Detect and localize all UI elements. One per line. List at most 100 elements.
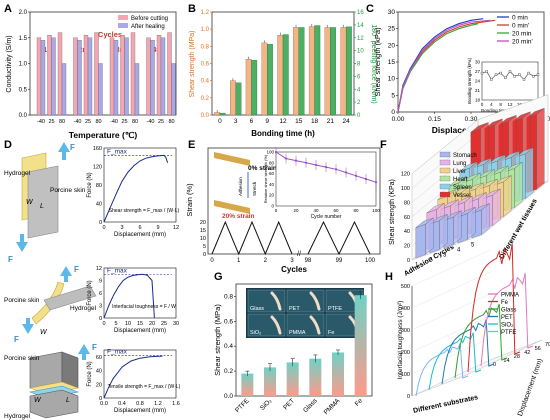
c-ytick-label: 25 bbox=[388, 26, 396, 33]
d-fmax-label: F_max bbox=[107, 148, 128, 155]
h-legend-label: PTFE bbox=[501, 330, 516, 336]
d-ytick-label: 3 bbox=[99, 304, 102, 310]
d-xtick-label: 0.4 bbox=[118, 401, 126, 407]
porcine-label-3: Porcine skin bbox=[4, 355, 40, 362]
c-series-line bbox=[397, 23, 479, 113]
a-xtick-label: -40 bbox=[37, 119, 45, 125]
d-fmax-label: F_max bbox=[107, 267, 128, 274]
force-arrow-down-1 bbox=[16, 234, 28, 252]
f-bar-front bbox=[415, 223, 426, 259]
b-bar-shear bbox=[293, 27, 299, 116]
panel-g-ylabel: Shear strength (MPa) bbox=[213, 304, 222, 376]
d-plot-frame bbox=[103, 147, 177, 223]
h-ytick-label: 500 bbox=[401, 284, 410, 290]
c-ytick-label: 0 bbox=[391, 109, 395, 116]
h-legend-label: Glass bbox=[501, 308, 516, 314]
f-bar-top bbox=[470, 122, 489, 133]
d-ytick-label: 0 bbox=[99, 396, 102, 402]
e-ytick-label: 10 bbox=[200, 236, 206, 242]
b-xtick-label: 12 bbox=[279, 118, 287, 125]
d-xtick-label: 20 bbox=[149, 321, 155, 327]
e-inset-point bbox=[294, 159, 298, 162]
b-xtick-label: 15 bbox=[295, 118, 303, 125]
d-formula: Interfacial toughness = F / W bbox=[112, 304, 176, 310]
d-xtick-label: 6 bbox=[138, 225, 141, 231]
f-bar-top bbox=[415, 217, 434, 228]
c-inset-ytick: 21 bbox=[475, 88, 481, 93]
g-photo-label: PMMA bbox=[289, 330, 306, 336]
e-inset-point bbox=[354, 174, 358, 177]
g-photo-label: PET bbox=[289, 306, 300, 312]
d-plot-frame bbox=[103, 349, 177, 399]
c-inset-point bbox=[522, 78, 526, 81]
stretch-label: Stretch bbox=[252, 181, 257, 196]
b-bar-shear bbox=[308, 26, 315, 116]
e-inset-xtick: 20 bbox=[293, 208, 299, 213]
e-inset-xtick: 60 bbox=[333, 208, 339, 213]
d-xtick-label: 9 bbox=[156, 225, 159, 231]
h-xtick-label: 14 bbox=[503, 358, 509, 364]
e-inset-frame bbox=[275, 151, 377, 207]
h-xtick-label: 0 bbox=[493, 362, 496, 368]
a-legend-label: After healing bbox=[131, 24, 165, 30]
b-xtick-label: 0 bbox=[218, 118, 222, 125]
f-ytick-label: 0 bbox=[407, 258, 410, 264]
c-inset-xtick: 4 bbox=[490, 102, 493, 107]
g-photo-label: PTFE bbox=[328, 306, 342, 312]
f-bar-top bbox=[501, 150, 520, 161]
e-inset-xtick: 100 bbox=[372, 208, 380, 213]
h-legend-label: SiO₂ bbox=[501, 323, 514, 329]
c-inset-point bbox=[494, 73, 498, 76]
e-xtick-label: 1 bbox=[237, 258, 241, 264]
e-inset-point bbox=[334, 168, 338, 171]
g-xtick-label: Glass bbox=[302, 397, 319, 414]
g-bar bbox=[264, 367, 276, 396]
b-xtick-label: 21 bbox=[327, 118, 335, 125]
f-legend-swatch bbox=[439, 159, 451, 166]
f-ytick-label: 80 bbox=[404, 200, 410, 206]
d-xlabel: Displacement (mm) bbox=[114, 232, 166, 238]
c-inset-ytick: 24 bbox=[475, 79, 481, 84]
e-inset-ytick: 40 bbox=[269, 182, 275, 187]
panel-a-chart: Conductivity (S/m) Temperature (℃) Cycle… bbox=[6, 10, 177, 140]
g-photo-label: Glass bbox=[250, 306, 264, 312]
strain-schematic: 0% strain 20% strain Adhesion Stretch bbox=[214, 152, 277, 220]
d-ytick-label: 80 bbox=[96, 183, 102, 189]
f-label-2: F bbox=[8, 255, 13, 264]
f-ytick-label: 40 bbox=[404, 229, 410, 235]
e-inset-xtick: 80 bbox=[353, 208, 359, 213]
a-bar-after bbox=[150, 40, 155, 116]
f-legend-swatch bbox=[439, 175, 451, 182]
d-xtick-label: 10 bbox=[125, 321, 131, 327]
a-bar-before bbox=[83, 35, 89, 116]
f-label-4: F bbox=[14, 335, 19, 344]
e-inset-point bbox=[344, 171, 348, 174]
c-ytick-label: 20 bbox=[388, 42, 396, 49]
peel-schematic: Porcine skin Hydrogel W F F bbox=[4, 265, 97, 344]
b-ytick-right-label: 8 bbox=[357, 62, 361, 68]
g-xtick-label: PTFE bbox=[234, 397, 251, 414]
e-xtick-label: 3 bbox=[290, 258, 294, 264]
f-bar-top bbox=[493, 175, 512, 186]
force-arrow-down-2 bbox=[22, 318, 34, 334]
g-xtick-label: PMMA bbox=[323, 397, 342, 416]
b-ytick-left-label: 0.6 bbox=[201, 62, 210, 68]
c-series-line bbox=[397, 19, 491, 113]
panel-b-chart: Shear strength (MPa) 180° peeling force … bbox=[189, 10, 378, 138]
h-series-line bbox=[428, 332, 482, 391]
c-inset-point bbox=[532, 75, 535, 78]
f-cycle-label: 5 bbox=[471, 243, 475, 249]
d-xtick-label: 1.2 bbox=[154, 401, 162, 407]
a-ytick-label: 0.0 bbox=[19, 113, 28, 119]
max-strain-label: 20% strain bbox=[222, 213, 255, 220]
g-photo-finger bbox=[270, 291, 282, 311]
b-bar-peel bbox=[219, 112, 226, 116]
a-bar-after bbox=[134, 63, 140, 116]
c-inset-xtick: 12 bbox=[507, 102, 513, 107]
b-bar-shear bbox=[277, 35, 284, 116]
d-xtick-label: 15 bbox=[137, 321, 143, 327]
a-xtick-label: 25 bbox=[121, 119, 127, 125]
b-ytick-left-label: 1.0 bbox=[201, 27, 210, 33]
b-xtick-label: 6 bbox=[250, 118, 254, 125]
e-xtick-label: 100 bbox=[365, 258, 376, 264]
